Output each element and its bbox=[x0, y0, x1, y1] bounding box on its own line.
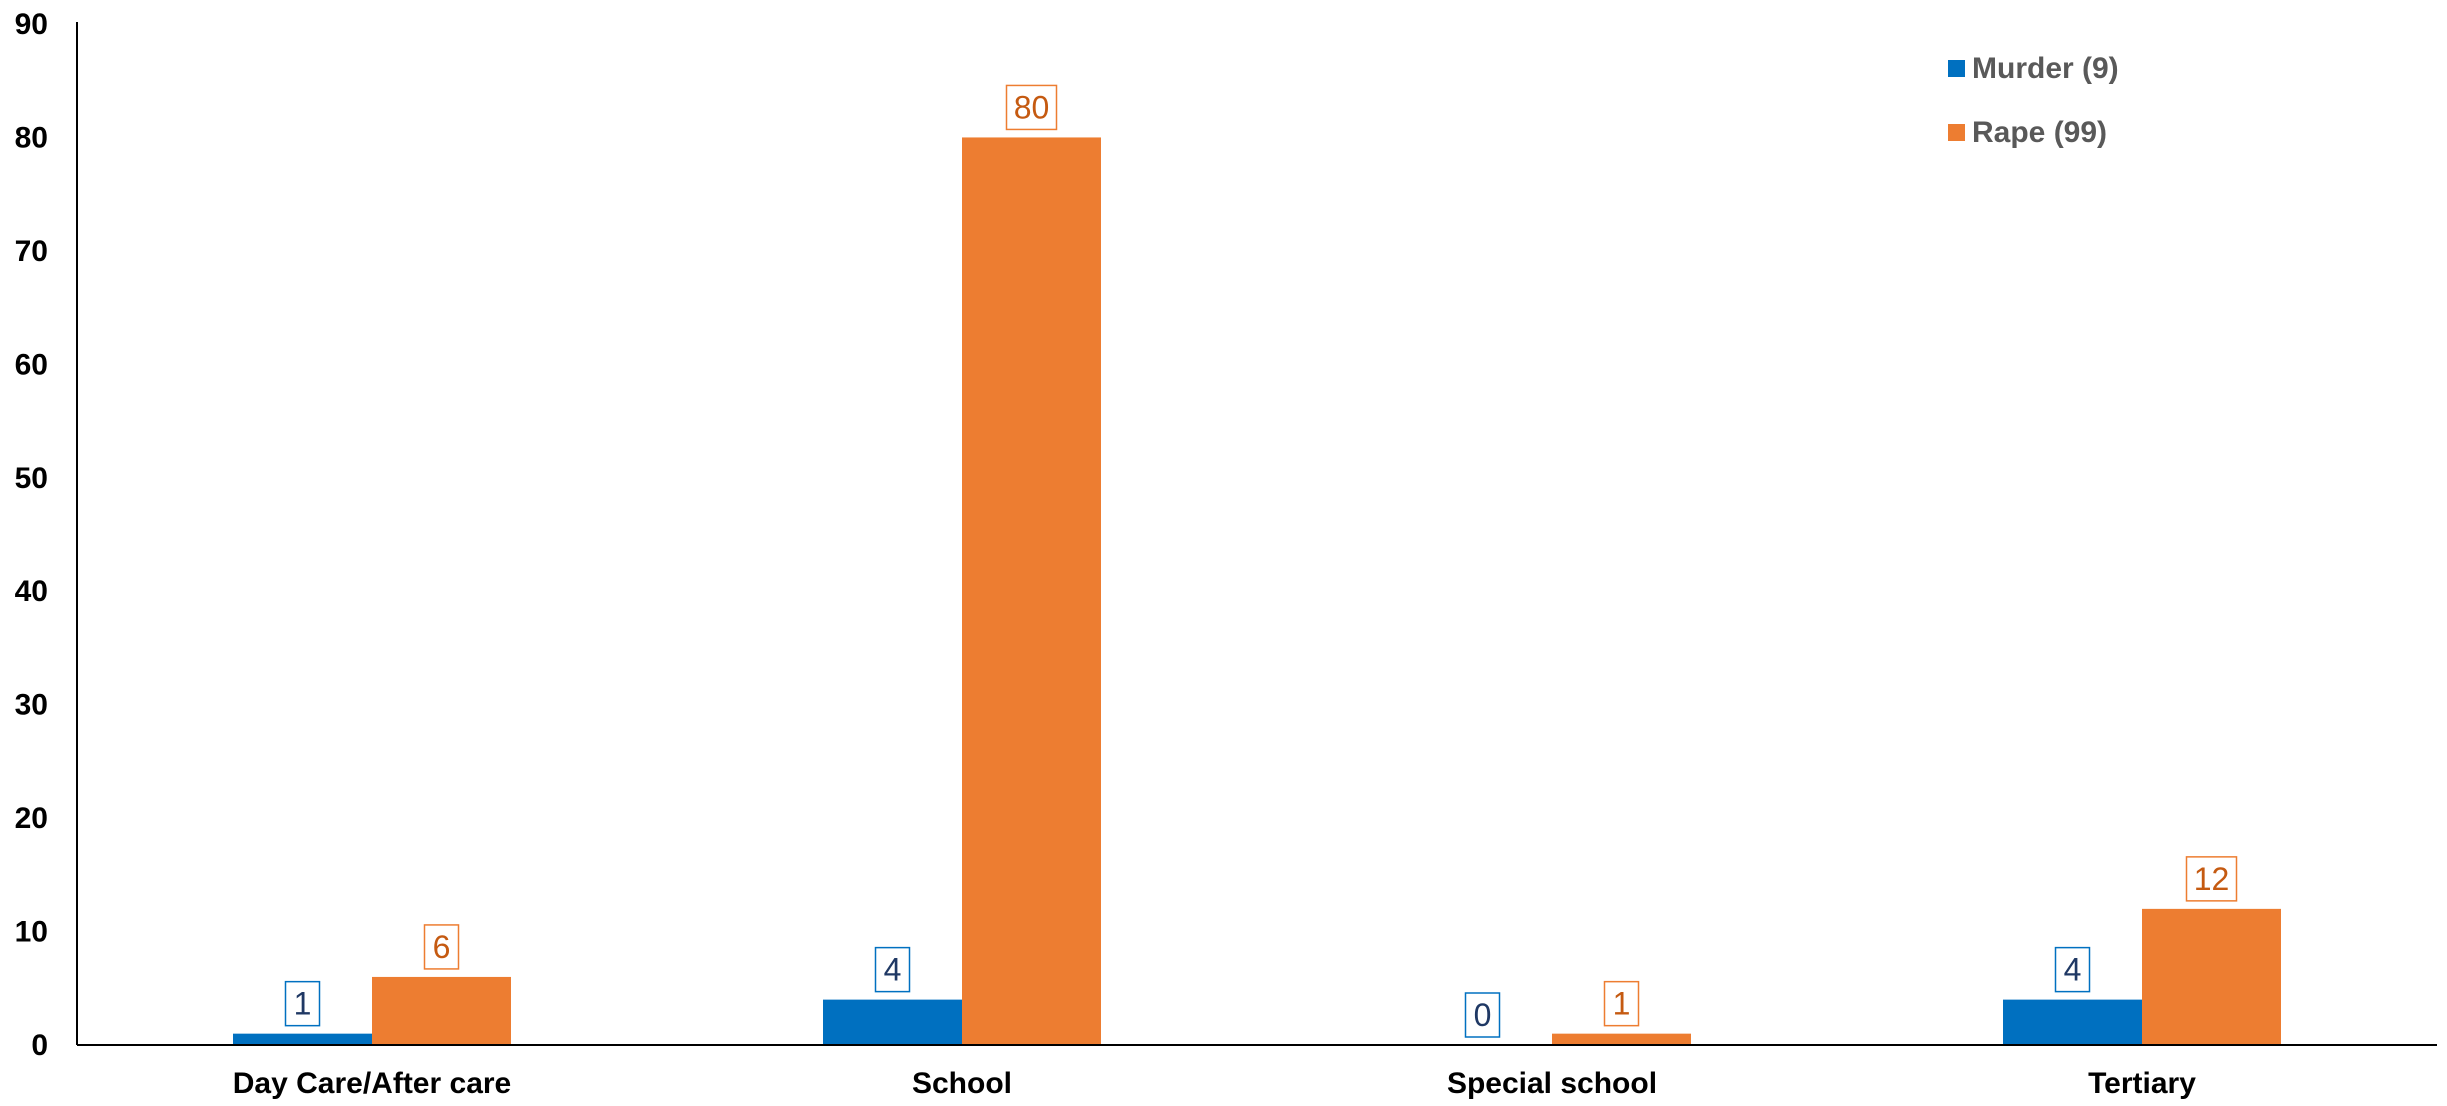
legend-swatch-rape bbox=[1948, 124, 1965, 141]
bar-murder bbox=[2003, 999, 2142, 1045]
y-tick-label: 50 bbox=[15, 462, 48, 495]
bar-rape bbox=[372, 976, 511, 1045]
y-tick-label: 70 bbox=[15, 235, 48, 268]
data-label: 6 bbox=[433, 929, 451, 965]
x-category-label: Day Care/After care bbox=[233, 1067, 511, 1100]
data-label-box bbox=[423, 924, 460, 970]
y-tick-label: 60 bbox=[15, 348, 48, 381]
data-label: 0 bbox=[1474, 997, 1492, 1033]
y-tick-label: 30 bbox=[15, 689, 48, 722]
data-label-box bbox=[2054, 946, 2091, 993]
data-label-box bbox=[1464, 992, 1501, 1038]
y-tick-label: 90 bbox=[15, 8, 48, 41]
y-tick-label: 0 bbox=[31, 1029, 48, 1062]
data-label-box bbox=[284, 980, 321, 1027]
data-label-box bbox=[2185, 856, 2238, 902]
legend-label: Murder (9) bbox=[1972, 52, 2119, 85]
data-label: 80 bbox=[1014, 89, 1050, 125]
bar-murder bbox=[233, 1033, 372, 1045]
x-axis: Day Care/After care School Special school T… bbox=[77, 1044, 2437, 1100]
data-label: 4 bbox=[2064, 952, 2082, 988]
y-tick-label: 40 bbox=[15, 575, 48, 608]
y-tick-label: 20 bbox=[15, 802, 48, 835]
legend-swatch-murder bbox=[1948, 60, 1965, 77]
bar-rape bbox=[962, 137, 1101, 1045]
x-category-label: Tertiary bbox=[2088, 1067, 2196, 1100]
x-category-label: Special school bbox=[1447, 1067, 1657, 1100]
data-label: 1 bbox=[1613, 986, 1631, 1022]
legend: Murder (9) Rape (99) bbox=[1948, 52, 2119, 149]
y-axis: 0 10 20 30 40 50 60 70 80 90 bbox=[15, 8, 78, 1062]
y-tick-label: 80 bbox=[15, 121, 48, 154]
data-labels: 1 6 4 80 0 1 4 12 bbox=[284, 84, 2238, 1038]
x-category-label: School bbox=[912, 1067, 1012, 1100]
data-label-box bbox=[1005, 84, 1058, 131]
bar-rape bbox=[1552, 1033, 1691, 1045]
data-label: 1 bbox=[294, 986, 312, 1022]
bar-rape bbox=[2142, 908, 2281, 1045]
bars bbox=[233, 137, 2281, 1045]
y-tick-label: 10 bbox=[15, 916, 48, 949]
legend-label: Rape (99) bbox=[1972, 116, 2107, 149]
bar-murder bbox=[823, 999, 962, 1045]
data-label: 12 bbox=[2194, 861, 2230, 897]
data-label-box bbox=[874, 946, 911, 993]
data-label-box bbox=[1603, 980, 1640, 1027]
data-label: 4 bbox=[884, 952, 902, 988]
